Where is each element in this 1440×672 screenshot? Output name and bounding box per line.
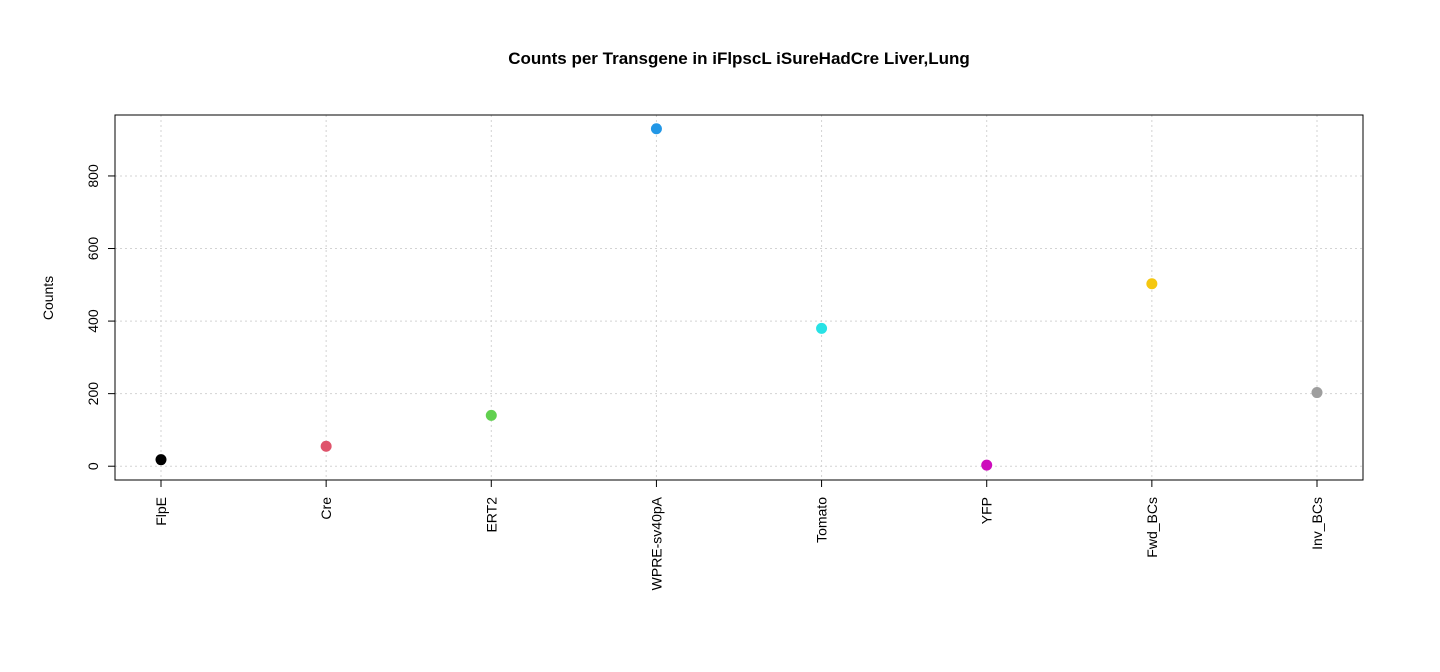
chart-title: Counts per Transgene in iFlpscL iSureHad… (508, 49, 970, 68)
x-tick-label: Inv_BCs (1309, 497, 1325, 550)
data-point (1311, 387, 1323, 399)
data-point (1146, 278, 1158, 290)
data-point (320, 440, 332, 452)
plot-frame (114, 114, 1364, 481)
points-layer (155, 123, 1323, 471)
x-tick-label: FlpE (153, 497, 169, 526)
data-point (816, 322, 828, 334)
data-point (650, 123, 662, 135)
x-tick-label: ERT2 (483, 497, 499, 533)
x-axis: FlpE Cre ERT2 WPRE-sv40pA Tomato YFP Fwd_BCs In… (153, 480, 1325, 590)
y-axis: 0 200 400 600 800 (85, 164, 115, 470)
x-tick-label: Tomato (814, 497, 830, 543)
y-tick-label: 600 (85, 237, 101, 261)
x-tick-label: WPRE-sv40pA (648, 496, 664, 590)
grid-layer (115, 115, 1363, 480)
y-tick-label: 800 (85, 164, 101, 188)
y-tick-label: 200 (85, 382, 101, 406)
x-tick-label: Fwd_BCs (1144, 497, 1160, 558)
data-point (981, 459, 993, 471)
x-tick-label: YFP (979, 497, 995, 524)
x-tick-label: Cre (318, 497, 334, 520)
y-tick-label: 0 (85, 462, 101, 470)
y-tick-label: 400 (85, 309, 101, 333)
data-point (485, 409, 497, 421)
y-axis-label: Counts (40, 276, 56, 320)
data-point (155, 454, 167, 466)
